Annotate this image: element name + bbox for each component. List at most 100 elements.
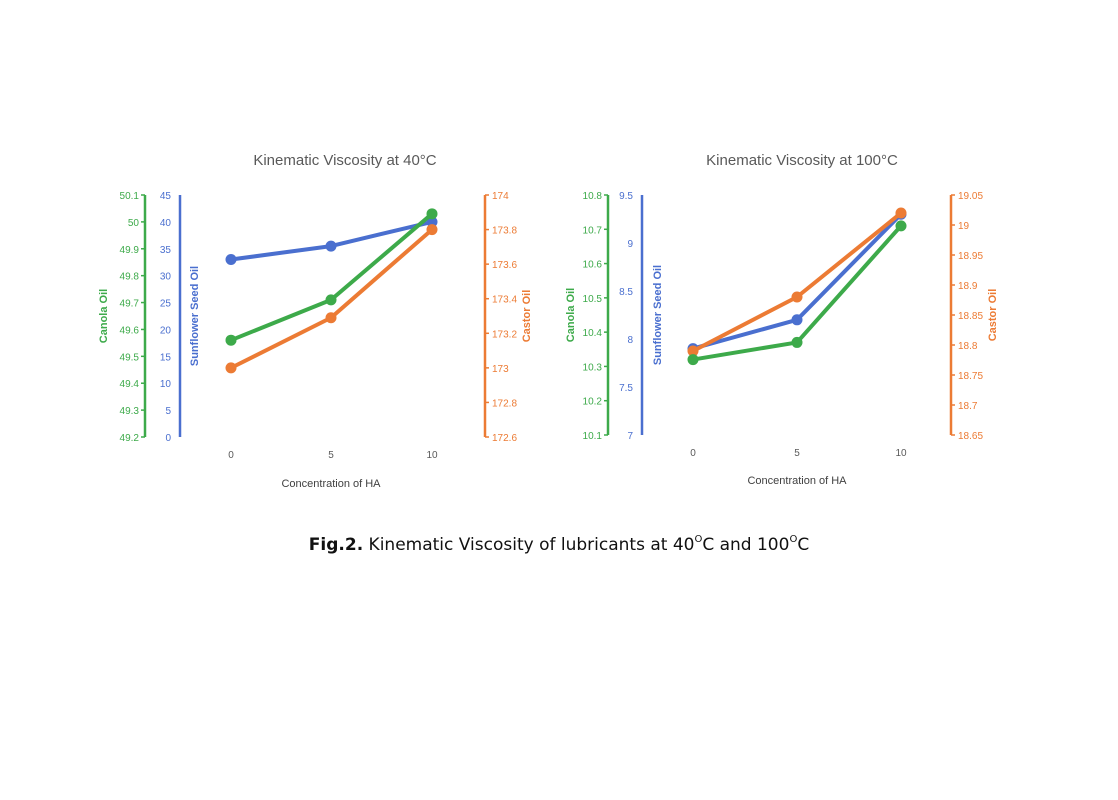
canola-tick-label: 10.3 — [583, 362, 603, 373]
castor-tick-label: 173 — [492, 364, 509, 375]
castor-series-line — [691, 211, 903, 353]
sunflower-data-point — [225, 254, 237, 266]
castor-axis-title: Castor Oil — [521, 290, 533, 343]
canola-tick-label: 49.3 — [120, 406, 140, 417]
castor-tick-label: 18.65 — [958, 431, 983, 442]
castor-tick-label: 18.7 — [958, 401, 978, 412]
sunflower-tick-label: 25 — [160, 299, 172, 310]
caption-text-after: C — [797, 535, 810, 555]
castor-tick-label: 173.8 — [492, 226, 517, 237]
canola-data-point — [426, 208, 438, 220]
x-tick-label: 0 — [690, 448, 696, 459]
sunflower-tick-label: 7 — [627, 431, 633, 442]
canola-tick-label: 49.6 — [120, 325, 140, 336]
sunflower-tick-label: 15 — [160, 352, 172, 363]
castor-tick-label: 173.2 — [492, 329, 517, 340]
canola-axis: 49.2 49.3 49.4 49.5 49.6 49.7 49.8 49.9 50 50.1 Ca… — [98, 191, 147, 444]
x-tick-label: 10 — [426, 450, 438, 461]
sunflower-tick-label: 8 — [627, 335, 633, 346]
sunflower-tick-label: 8.5 — [619, 287, 633, 298]
canola-tick-label: 50.1 — [120, 191, 140, 202]
canola-tick-label: 10.4 — [583, 328, 603, 339]
canola-axis-title: Canola Oil — [565, 288, 577, 342]
canola-series — [225, 208, 438, 346]
sunflower-data-point — [325, 240, 337, 252]
canola-tick-label: 50 — [128, 218, 140, 229]
canola-tick-label: 10.7 — [583, 225, 603, 236]
castor-tick-label: 18.75 — [958, 371, 983, 382]
castor-data-point — [225, 362, 237, 374]
canola-data-point — [895, 220, 907, 232]
castor-data-point — [325, 312, 337, 324]
figure-caption: Fig.2. Kinematic Viscosity of lubricants… — [0, 534, 1118, 555]
castor-tick-label: 18.85 — [958, 311, 983, 322]
castor-axis-title: Castor Oil — [987, 289, 999, 342]
caption-sup-1: O — [694, 534, 703, 546]
canola-axis-title: Canola Oil — [98, 289, 110, 343]
canola-tick-label: 10.1 — [583, 431, 603, 442]
sunflower-axis-title: Sunflower Seed Oil — [189, 266, 201, 366]
sunflower-series — [225, 216, 438, 266]
canola-series — [687, 220, 907, 366]
x-axis-title: Concentration of HA — [747, 475, 847, 487]
caption-sup-2: O — [789, 534, 798, 546]
canola-data-point — [225, 334, 237, 346]
sunflower-tick-label: 40 — [160, 218, 172, 229]
sunflower-axis: 7 7.5 8 8.5 9 9.5 Sunflower Seed Oil — [619, 191, 664, 442]
sunflower-tick-label: 20 — [160, 325, 172, 336]
castor-tick-label: 19 — [958, 221, 970, 232]
caption-text-middle: C and 100 — [702, 535, 790, 555]
castor-series — [225, 224, 438, 374]
sunflower-tick-label: 9 — [627, 239, 633, 250]
canola-data-point — [687, 354, 699, 366]
castor-tick-label: 172.6 — [492, 433, 517, 444]
x-tick-label: 5 — [328, 450, 334, 461]
castor-axis: 172.6 172.8 173 173.2 173.4 173.6 173.8 174 Cast… — [483, 191, 533, 444]
castor-tick-label: 18.8 — [958, 341, 978, 352]
castor-tick-label: 174 — [492, 191, 509, 202]
castor-data-point — [426, 224, 438, 236]
canola-data-point — [791, 336, 803, 348]
canola-tick-label: 10.5 — [583, 294, 603, 305]
x-axis-title: Concentration of HA — [281, 478, 381, 490]
canola-tick-label: 10.2 — [583, 397, 603, 408]
sunflower-data-point — [426, 216, 438, 228]
sunflower-tick-label: 30 — [160, 272, 172, 283]
canola-tick-label: 49.5 — [120, 352, 140, 363]
castor-tick-label: 173.6 — [492, 260, 517, 271]
castor-data-point — [895, 207, 907, 219]
x-tick-label: 10 — [895, 448, 907, 459]
castor-axis: 18.65 18.7 18.75 18.8 18.85 18.9 18.95 19 19.05 C… — [949, 191, 999, 442]
sunflower-tick-label: 9.5 — [619, 191, 633, 202]
canola-tick-label: 10.8 — [583, 191, 603, 202]
canola-tick-label: 49.9 — [120, 245, 140, 256]
canola-tick-label: 49.2 — [120, 433, 140, 444]
castor-tick-label: 173.4 — [492, 295, 517, 306]
sunflower-series-line — [691, 212, 903, 351]
castor-tick-label: 18.95 — [958, 251, 983, 262]
canola-tick-label: 10.6 — [583, 260, 603, 271]
sunflower-tick-label: 5 — [165, 406, 171, 417]
x-tick-label: 5 — [794, 448, 800, 459]
canola-data-point — [325, 294, 337, 306]
chart-title: Kinematic Viscosity at 100°C — [706, 152, 898, 169]
castor-tick-label: 18.9 — [958, 281, 978, 292]
canola-tick-label: 49.8 — [120, 272, 140, 283]
castor-series — [687, 207, 907, 357]
sunflower-tick-label: 10 — [160, 379, 172, 390]
canola-axis: 10.1 10.2 10.3 10.4 10.5 10.6 10.7 10.8 Canola O… — [565, 191, 610, 442]
caption-text-before: Kinematic Viscosity of lubricants at 40 — [363, 535, 695, 555]
canola-tick-label: 49.4 — [120, 379, 140, 390]
canola-tick-label: 49.7 — [120, 299, 140, 310]
sunflower-axis: 0 5 10 15 20 25 30 35 40 45 Sunflower Seed Oil — [160, 191, 201, 444]
sunflower-tick-label: 0 — [165, 433, 171, 444]
x-tick-label: 0 — [228, 450, 234, 461]
castor-data-point — [791, 291, 803, 303]
sunflower-tick-label: 7.5 — [619, 383, 633, 394]
castor-data-point — [687, 345, 699, 357]
sunflower-series — [687, 208, 907, 355]
castor-tick-label: 172.8 — [492, 398, 517, 409]
caption-label: Fig.2. — [308, 535, 364, 555]
castor-tick-label: 19.05 — [958, 191, 983, 202]
